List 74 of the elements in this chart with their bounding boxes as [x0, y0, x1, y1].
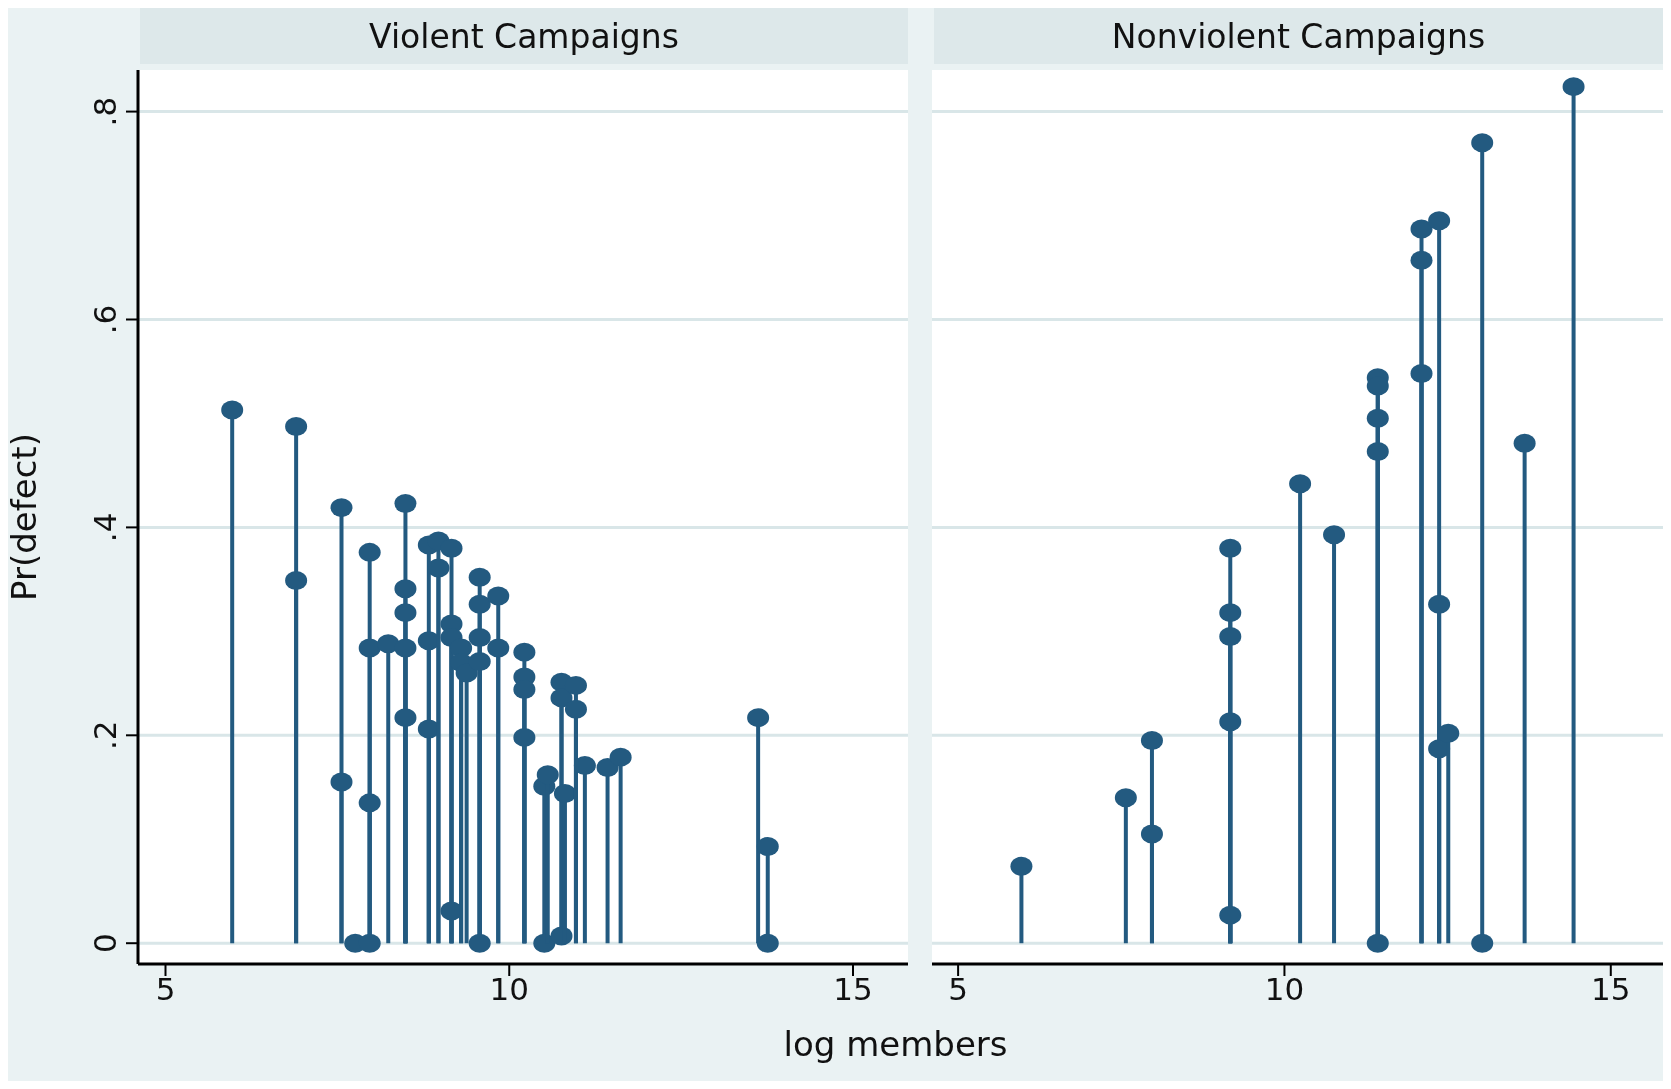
x-axis-title: log members [782, 1024, 1009, 1064]
point [756, 837, 779, 857]
point [394, 708, 417, 728]
y-tick-label: .2 [87, 720, 123, 751]
point [330, 772, 353, 792]
point [285, 417, 308, 437]
point [747, 708, 770, 728]
point [394, 493, 417, 513]
point [285, 570, 308, 590]
point [468, 652, 491, 671]
point [358, 542, 381, 562]
point [1513, 433, 1536, 453]
point [553, 784, 576, 804]
x-tick-label: 15 [1591, 971, 1631, 1008]
point [221, 400, 244, 420]
chart-title: Violent Campaigns [140, 8, 908, 64]
point [1219, 712, 1242, 732]
y-axis-title: Pr(defect) [4, 433, 45, 601]
point [358, 638, 381, 658]
point [1219, 627, 1242, 647]
point [564, 675, 587, 695]
point [513, 680, 536, 700]
chart-title: Nonviolent Campaigns [934, 8, 1663, 64]
point [564, 699, 587, 719]
point [1219, 603, 1242, 623]
point [394, 638, 417, 658]
point [377, 634, 400, 654]
x-tick-label: 5 [948, 971, 968, 1008]
point [573, 755, 596, 775]
point [1219, 538, 1242, 558]
point [536, 765, 559, 785]
y-tick-label: 0 [87, 933, 123, 954]
point [513, 642, 536, 662]
point [358, 793, 381, 813]
point [1471, 933, 1494, 953]
point [1428, 211, 1451, 231]
point [1114, 788, 1137, 808]
point [1471, 133, 1494, 153]
point [1010, 856, 1033, 876]
point [1366, 408, 1389, 428]
point [1140, 731, 1163, 750]
point [487, 586, 510, 606]
point [1366, 442, 1389, 462]
point [1140, 824, 1163, 844]
point [1410, 364, 1433, 384]
point [1410, 219, 1433, 239]
point [513, 727, 536, 747]
point [427, 558, 450, 578]
point [468, 594, 491, 614]
point [330, 498, 353, 518]
x-tick-label: 5 [155, 971, 176, 1008]
point [550, 688, 573, 708]
x-tick-label: 10 [489, 971, 529, 1008]
point [756, 933, 779, 953]
point [487, 638, 510, 658]
x-tick-label: 15 [833, 971, 873, 1008]
point [468, 628, 491, 648]
y-tick-label: .4 [87, 512, 123, 543]
point [468, 933, 491, 953]
y-tick-label: .8 [87, 96, 123, 127]
point [1323, 525, 1346, 545]
point [1219, 905, 1242, 925]
point [468, 567, 491, 587]
x-tick-label: 10 [1264, 971, 1305, 1008]
y-tick-label: .6 [87, 304, 123, 335]
point [1562, 77, 1585, 97]
point [394, 579, 417, 599]
point [609, 747, 632, 767]
point [1410, 250, 1433, 270]
point [1289, 474, 1312, 494]
point [394, 603, 417, 623]
point [1428, 594, 1451, 614]
point [1366, 933, 1389, 953]
point [440, 538, 463, 558]
